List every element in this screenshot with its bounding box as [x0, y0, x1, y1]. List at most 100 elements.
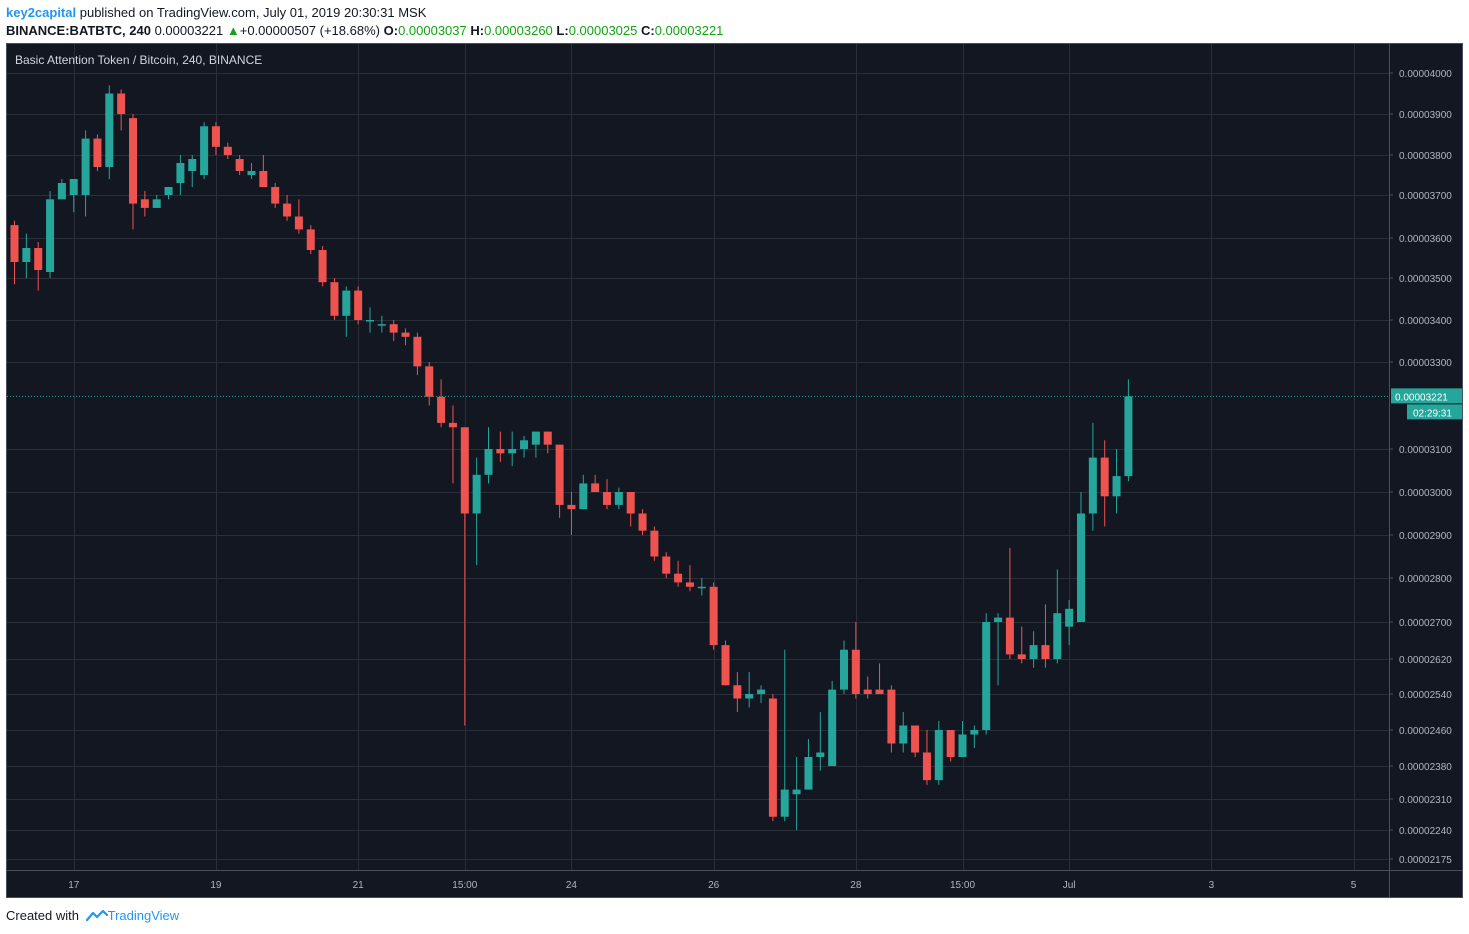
candle — [1017, 626, 1026, 664]
price-label: 0.00003900 — [1399, 110, 1452, 121]
candle-body — [117, 93, 126, 114]
candle — [354, 286, 363, 325]
candle — [697, 578, 706, 596]
candle — [721, 640, 730, 686]
candle — [34, 242, 43, 291]
candle-body — [804, 757, 813, 790]
candle — [863, 676, 872, 699]
candle-body — [496, 449, 505, 454]
candle — [211, 122, 220, 155]
candle-body — [354, 290, 363, 320]
candle-body — [425, 366, 434, 397]
price-label: 0.00003100 — [1399, 445, 1452, 456]
candle-body — [57, 183, 66, 200]
candle — [567, 492, 576, 535]
candle-body — [946, 730, 955, 757]
candle — [934, 721, 943, 785]
candle — [318, 246, 327, 287]
time-label: Jul — [1063, 880, 1076, 891]
candle — [1029, 631, 1038, 668]
candle — [223, 142, 232, 159]
candle-body — [330, 282, 339, 316]
price-label: 0.00003000 — [1399, 488, 1452, 499]
publish-info: key2capital published on TradingView.com… — [6, 5, 426, 20]
candle-body — [211, 126, 220, 147]
price-label: 0.00002900 — [1399, 531, 1452, 542]
candle — [840, 640, 848, 694]
candle — [982, 613, 991, 735]
candle-body — [46, 199, 55, 272]
price-label: 0.00003300 — [1399, 358, 1452, 369]
candle — [922, 730, 931, 785]
candle-body — [875, 689, 884, 694]
candle — [508, 431, 517, 467]
price-label: 0.00003400 — [1399, 316, 1452, 327]
candle-body — [283, 203, 292, 217]
candle-body — [271, 187, 280, 204]
candle-body — [342, 290, 351, 316]
candle-body — [591, 483, 600, 492]
candle — [685, 565, 694, 592]
candle — [946, 730, 955, 762]
candle-body — [555, 444, 564, 505]
candle-body — [685, 582, 694, 587]
candle-body — [93, 138, 102, 167]
candle — [413, 332, 422, 376]
time-label: 28 — [850, 880, 862, 891]
candle — [638, 509, 647, 535]
candle — [1077, 492, 1085, 622]
open-label: O: — [383, 23, 399, 38]
candle-body — [970, 730, 979, 735]
tradingview-brand[interactable]: TradingView — [107, 908, 180, 923]
candle — [662, 552, 671, 578]
close-label: C: — [641, 23, 655, 38]
candle-body — [366, 320, 374, 322]
chart-title: Basic Attention Token / Bitcoin, 240, BI… — [15, 53, 262, 67]
candle-body — [982, 622, 991, 730]
candle-body — [543, 431, 552, 445]
arrow-up-icon: ▲ — [226, 23, 240, 38]
candle — [129, 114, 137, 230]
candle-body — [10, 225, 19, 262]
author-link[interactable]: key2capital — [6, 5, 77, 20]
candle-body — [1112, 476, 1121, 497]
candle-body — [520, 440, 529, 449]
time-label: 5 — [1351, 880, 1357, 891]
candle-body — [1005, 617, 1014, 655]
candle — [377, 315, 386, 333]
candle — [105, 85, 114, 179]
candle — [1124, 379, 1133, 482]
candle-body — [579, 483, 588, 510]
candle — [271, 183, 280, 208]
candle — [330, 278, 339, 320]
symbol-label: BINANCE:BATBTC, 240 — [6, 23, 151, 38]
candle — [958, 721, 967, 757]
candle-body — [1041, 645, 1050, 659]
candle-body — [733, 685, 742, 699]
candle — [437, 379, 446, 428]
candle-body — [81, 138, 90, 195]
candle — [994, 613, 1003, 686]
candle-body — [247, 171, 256, 175]
candle — [306, 225, 315, 254]
candle — [294, 199, 303, 234]
candle-body — [129, 118, 137, 204]
chart-area[interactable]: Basic Attention Token / Bitcoin, 240, BI… — [6, 43, 1463, 898]
candle — [531, 431, 540, 458]
last-price-label: 0.00003221 — [1395, 392, 1448, 403]
price-label: 0.00002800 — [1399, 574, 1452, 585]
price-label: 0.00002460 — [1399, 726, 1452, 737]
candle — [1053, 569, 1062, 664]
candle — [460, 427, 469, 726]
candlestick-chart[interactable]: Basic Attention Token / Bitcoin, 240, BI… — [7, 44, 1462, 897]
price-label: 0.00002175 — [1399, 855, 1452, 866]
candle — [626, 492, 635, 527]
candle-body — [816, 752, 825, 757]
candle — [164, 187, 173, 200]
candle — [591, 474, 600, 492]
time-label: 15:00 — [452, 880, 477, 891]
candle — [614, 487, 623, 510]
candle — [366, 307, 374, 333]
candle-body — [792, 789, 801, 795]
tradingview-logo-icon — [85, 909, 108, 922]
